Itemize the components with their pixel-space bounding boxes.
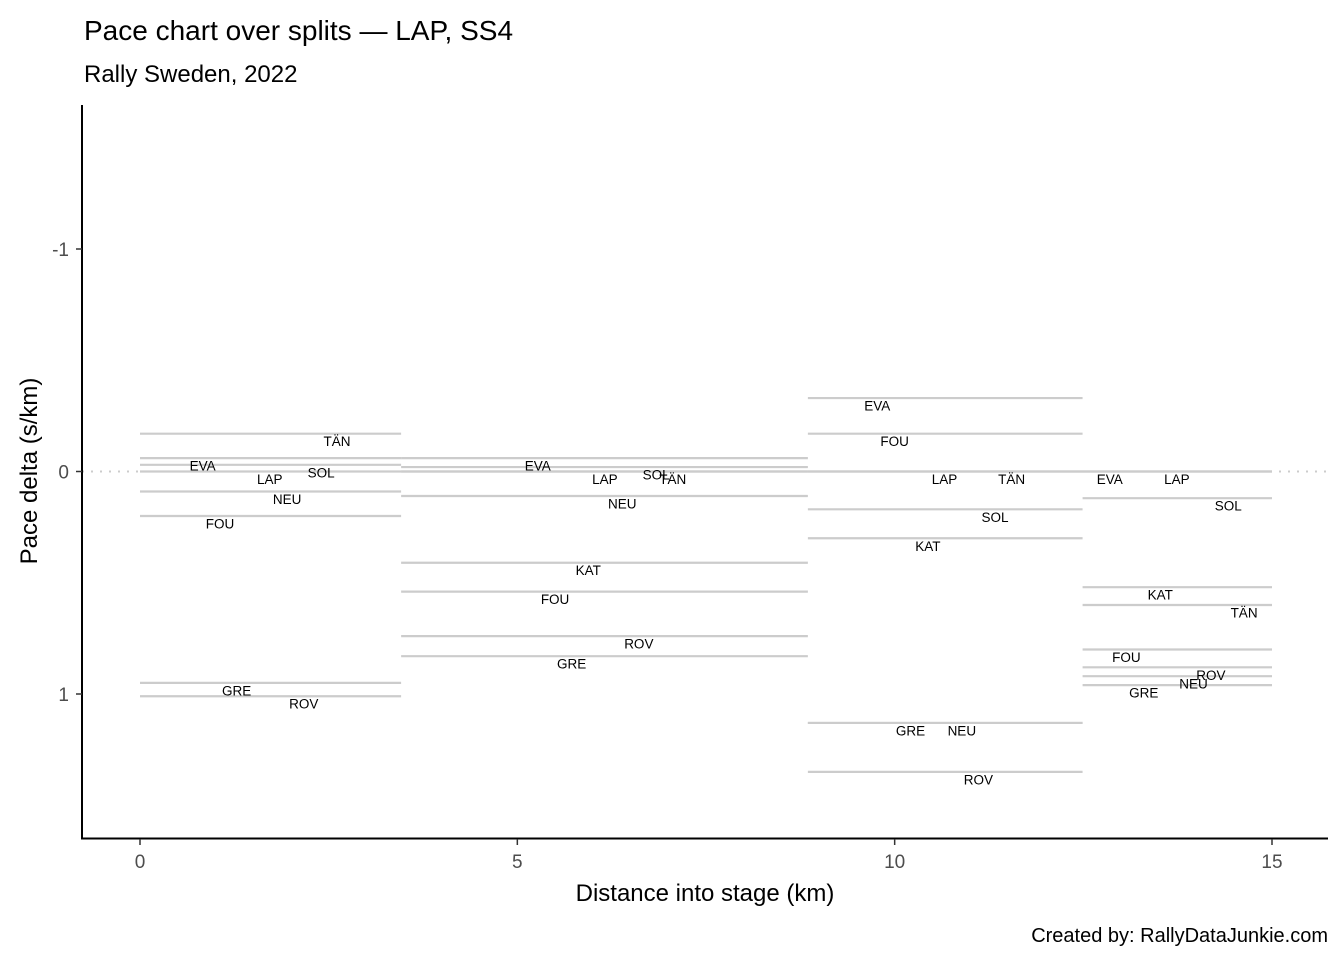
driver-label: TÄN — [659, 472, 686, 487]
x-axis-title: Distance into stage (km) — [576, 880, 835, 907]
driver-label: LAP — [257, 472, 283, 487]
chart-title: Pace chart over splits — LAP, SS4 — [84, 15, 513, 46]
driver-label: FOU — [206, 517, 235, 532]
driver-label: LAP — [592, 472, 618, 487]
x-tick-label: 10 — [884, 852, 905, 873]
driver-label: GRE — [896, 723, 925, 738]
driver-label: SOL — [308, 465, 336, 480]
y-tick-label: 1 — [58, 685, 69, 706]
driver-label: NEU — [948, 723, 977, 738]
x-tick-label: 0 — [135, 852, 146, 873]
driver-label: EVA — [1097, 472, 1123, 487]
x-tick-label: 15 — [1261, 852, 1282, 873]
y-axis-title: Pace delta (s/km) — [16, 378, 43, 565]
driver-label: SOL — [643, 468, 671, 483]
driver-label: NEU — [273, 492, 302, 507]
driver-label: KAT — [576, 563, 601, 578]
driver-label: NEU — [1179, 677, 1208, 692]
labels-layer: TÄN EVA SOL LAP NEU FOU GRE ROV EVA SOL LAP TÄN NEU K… — [190, 399, 1258, 788]
driver-label: ROV — [1196, 668, 1225, 683]
driver-label: TÄN — [323, 434, 350, 449]
driver-label: FOU — [541, 592, 570, 607]
driver-label: TÄN — [1231, 606, 1258, 621]
driver-label: FOU — [1112, 650, 1141, 665]
driver-label: TÄN — [998, 472, 1025, 487]
y-tick-label: -1 — [52, 240, 69, 261]
driver-label: NEU — [608, 496, 637, 511]
caption: Created by: RallyDataJunkie.com — [1031, 925, 1328, 947]
driver-label: KAT — [1148, 588, 1173, 603]
chart-subtitle: Rally Sweden, 2022 — [84, 61, 297, 88]
ticks-layer: 0 5 10 15 -1 0 1 — [52, 240, 1282, 873]
driver-label: GRE — [1129, 686, 1158, 701]
driver-label: LAP — [1164, 472, 1190, 487]
driver-label: ROV — [289, 697, 318, 712]
driver-label: KAT — [915, 539, 940, 554]
driver-label: FOU — [880, 434, 909, 449]
driver-label: SOL — [1215, 499, 1243, 514]
driver-label: EVA — [190, 459, 216, 474]
driver-label: GRE — [557, 657, 586, 672]
x-tick-label: 5 — [512, 852, 523, 873]
segments-layer — [140, 396, 1272, 773]
driver-label: ROV — [624, 637, 653, 652]
y-tick-label: 0 — [58, 463, 69, 484]
driver-label: LAP — [932, 472, 958, 487]
driver-label: EVA — [864, 399, 890, 414]
driver-label: GRE — [222, 683, 251, 698]
driver-label: ROV — [964, 772, 993, 787]
driver-label: EVA — [525, 459, 551, 474]
driver-label: SOL — [982, 510, 1010, 525]
